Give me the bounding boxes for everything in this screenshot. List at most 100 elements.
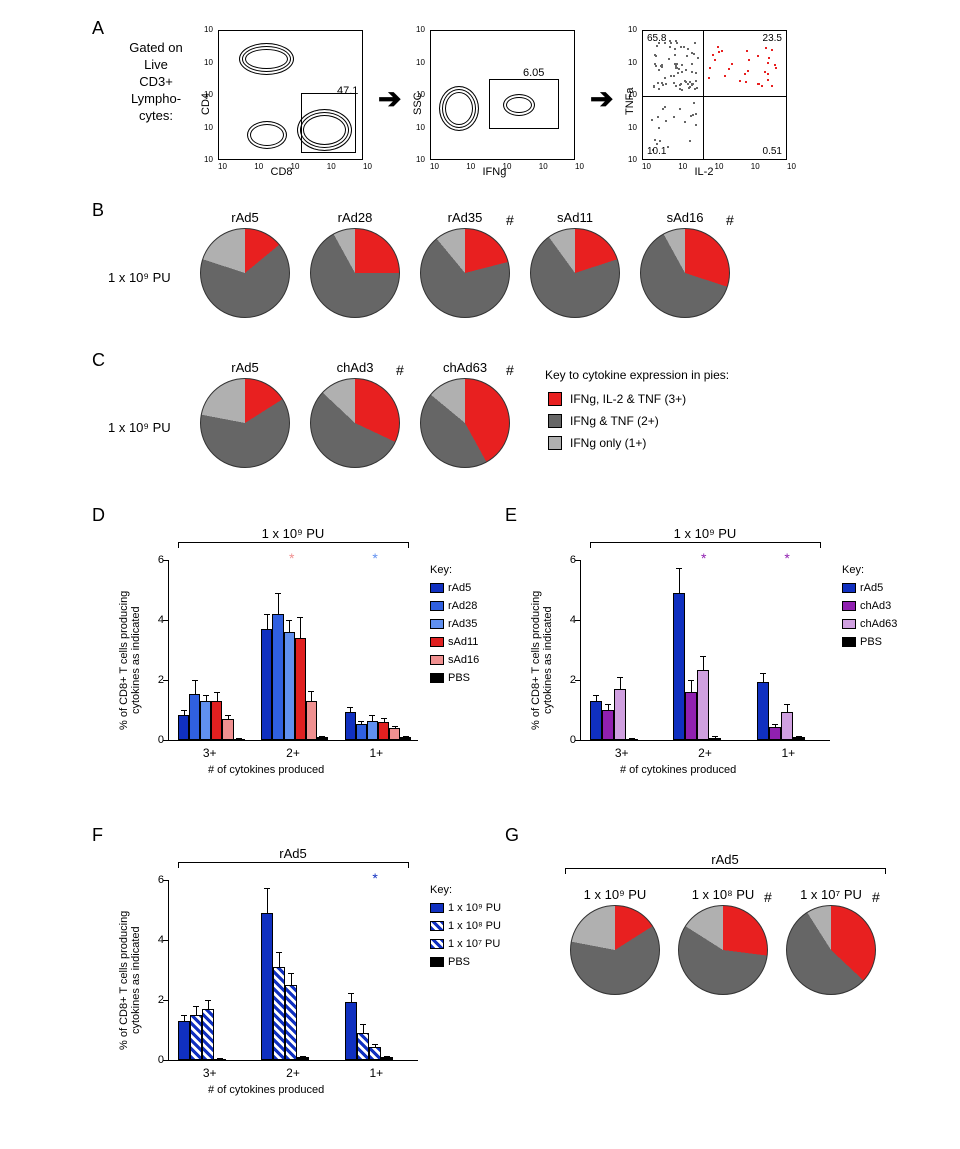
pie-chart	[200, 378, 290, 468]
significance-hash: #	[506, 212, 514, 228]
bar	[272, 614, 283, 740]
panel-label-d: D	[92, 505, 105, 526]
y-axis-label: % of CD8+ T cells producing cytokines as…	[118, 900, 142, 1060]
bar	[345, 1002, 357, 1061]
bar	[317, 737, 328, 740]
bar	[297, 1057, 309, 1060]
pie-label: rAd35	[415, 210, 515, 225]
x-axis-label: # of cytokines produced	[208, 1084, 324, 1096]
gate-caption: Gated on Live CD3+ Lympho- cytes:	[116, 40, 196, 124]
bracket-label: rAd5	[168, 846, 418, 861]
bar	[590, 701, 602, 740]
significance-star: *	[289, 550, 294, 566]
pie-label: 1 x 10⁸ PU	[673, 887, 773, 902]
bar	[285, 985, 297, 1060]
facs-plot: 65.823.510.10.51	[642, 30, 787, 160]
bar	[781, 712, 793, 741]
pie-chart	[420, 228, 510, 318]
bar	[345, 712, 356, 741]
bar	[190, 1015, 202, 1060]
legend-item: 1 x 10⁸ PU	[430, 920, 501, 932]
significance-hash: #	[396, 362, 404, 378]
bar	[178, 715, 189, 741]
facs-plot: 47.1	[218, 30, 363, 160]
pie-label: 1 x 10⁹ PU	[565, 887, 665, 902]
significance-hash: #	[872, 889, 880, 905]
bar	[367, 721, 378, 741]
x-axis-label: # of cytokines produced	[620, 764, 736, 776]
bar	[369, 1047, 381, 1061]
arrow-icon: ➔	[378, 82, 401, 115]
pie-chart	[786, 905, 876, 995]
pie-chart	[530, 228, 620, 318]
legend-swatch	[548, 436, 562, 450]
bar	[793, 737, 805, 740]
bar	[189, 694, 200, 741]
bar	[356, 724, 367, 741]
significance-star: *	[701, 550, 706, 566]
legend-item: rAd5	[430, 582, 471, 594]
legend-label: IFNg only (1+)	[570, 436, 646, 450]
bar	[200, 701, 211, 740]
arrow-icon: ➔	[590, 82, 613, 115]
bracket-label: 1 x 10⁹ PU	[580, 526, 830, 541]
pie-chart	[570, 905, 660, 995]
bar	[261, 913, 273, 1060]
legend-item: chAd63	[842, 618, 897, 630]
pie-label: chAd63	[415, 360, 515, 375]
panel-label-g: G	[505, 825, 519, 846]
bar	[389, 728, 400, 740]
panel-label-b: B	[92, 200, 104, 221]
legend-item: 1 x 10⁹ PU	[430, 902, 501, 914]
bar	[202, 1009, 214, 1060]
panel-label-c: C	[92, 350, 105, 371]
bar	[614, 689, 626, 740]
bar	[295, 638, 306, 740]
bar	[673, 593, 685, 740]
bracket-label: rAd5	[565, 852, 885, 867]
pie-label: chAd3	[305, 360, 405, 375]
pie-label: rAd5	[195, 360, 295, 375]
legend-item: PBS	[430, 956, 470, 968]
panel-label-f: F	[92, 825, 103, 846]
bracket-label: 1 x 10⁹ PU	[168, 526, 418, 541]
pie-chart	[310, 228, 400, 318]
bar	[222, 719, 233, 740]
legend-item: chAd3	[842, 600, 891, 612]
y-axis-label: % of CD8+ T cells producing cytokines as…	[118, 580, 142, 740]
bar	[769, 727, 781, 741]
pie-chart	[310, 378, 400, 468]
bar	[273, 967, 285, 1060]
legend-label: IFNg & TNF (2+)	[570, 414, 659, 428]
significance-hash: #	[726, 212, 734, 228]
pie-legend-title: Key to cytokine expression in pies:	[545, 368, 729, 382]
legend-item: sAd16	[430, 654, 479, 666]
bar	[178, 1021, 190, 1060]
legend-item: rAd28	[430, 600, 477, 612]
significance-star: *	[372, 550, 377, 566]
bar	[381, 1057, 393, 1060]
pie-label: rAd5	[195, 210, 295, 225]
bar	[306, 701, 317, 740]
legend-item: rAd35	[430, 618, 477, 630]
panel-label-e: E	[505, 505, 517, 526]
legend-item: PBS	[842, 636, 882, 648]
bar	[357, 1033, 369, 1060]
pie-chart	[640, 228, 730, 318]
bar	[284, 632, 295, 740]
legend-item: PBS	[430, 672, 470, 684]
legend-item: rAd5	[842, 582, 883, 594]
axis-x: CD8	[271, 166, 293, 178]
pie-chart	[678, 905, 768, 995]
legend-item: 1 x 10⁷ PU	[430, 938, 500, 950]
legend-swatch	[548, 414, 562, 428]
legend-item: sAd11	[430, 636, 478, 648]
pie-label: sAd16	[635, 210, 735, 225]
bar	[378, 722, 389, 740]
axis-x: IL-2	[695, 166, 714, 178]
legend-title: Key:	[430, 884, 452, 896]
legend-label: IFNg, IL-2 & TNF (3+)	[570, 392, 686, 406]
significance-hash: #	[506, 362, 514, 378]
legend-title: Key:	[430, 564, 452, 576]
pie-chart	[200, 228, 290, 318]
